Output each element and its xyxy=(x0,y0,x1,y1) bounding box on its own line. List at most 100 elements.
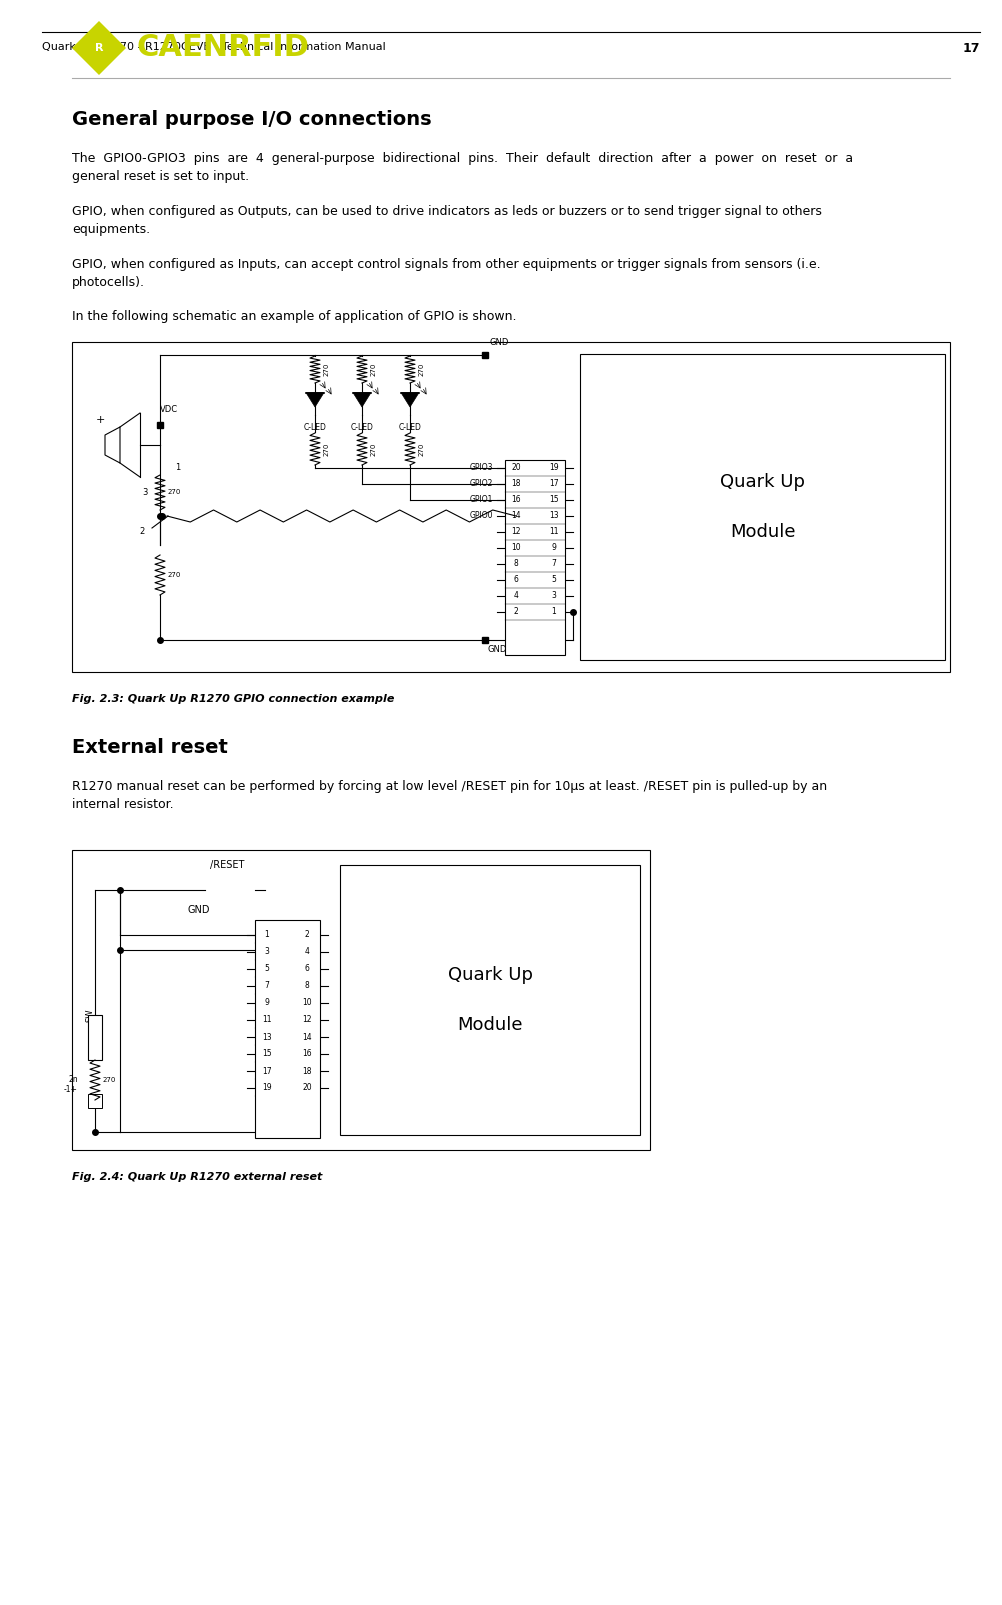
Text: 11: 11 xyxy=(549,528,559,536)
Text: photocells).: photocells). xyxy=(72,276,145,289)
Text: Fig. 2.3: Quark Up R1270 GPIO connection example: Fig. 2.3: Quark Up R1270 GPIO connection… xyxy=(72,693,395,705)
Text: 7: 7 xyxy=(265,982,270,990)
Text: 1: 1 xyxy=(552,608,556,616)
Text: 12: 12 xyxy=(303,1016,312,1024)
Text: 3: 3 xyxy=(142,488,148,498)
Text: 3: 3 xyxy=(265,947,270,957)
Text: GPIO, when configured as Outputs, can be used to drive indicators as leds or buz: GPIO, when configured as Outputs, can be… xyxy=(72,205,822,218)
Text: CAENRFID: CAENRFID xyxy=(137,34,310,63)
Text: Quark Up: Quark Up xyxy=(448,966,532,984)
Text: 19: 19 xyxy=(263,1083,272,1093)
Text: 18: 18 xyxy=(511,480,521,488)
Text: +: + xyxy=(95,416,104,425)
Text: 16: 16 xyxy=(511,496,521,504)
Text: C-LED: C-LED xyxy=(399,424,422,432)
Text: 17: 17 xyxy=(263,1066,272,1075)
Text: internal resistor.: internal resistor. xyxy=(72,798,173,811)
Text: Module: Module xyxy=(729,523,796,541)
Text: 8: 8 xyxy=(514,560,518,568)
Text: 18: 18 xyxy=(303,1066,312,1075)
Text: 270: 270 xyxy=(168,490,181,496)
Text: 270: 270 xyxy=(419,363,425,376)
Text: GPIO, when configured as Inputs, can accept control signals from other equipment: GPIO, when configured as Inputs, can acc… xyxy=(72,258,821,271)
Text: 2: 2 xyxy=(139,526,145,536)
Text: VDC: VDC xyxy=(160,406,178,414)
Text: C-LED: C-LED xyxy=(351,424,374,432)
Text: 15: 15 xyxy=(549,496,559,504)
Text: 5: 5 xyxy=(551,576,556,584)
Bar xyxy=(72,851,650,1151)
Bar xyxy=(88,1095,102,1107)
Text: 8: 8 xyxy=(305,982,310,990)
Text: 13: 13 xyxy=(549,512,559,520)
Text: 6: 6 xyxy=(514,576,518,584)
Text: 6: 6 xyxy=(305,965,310,974)
Polygon shape xyxy=(306,393,324,408)
Text: SW: SW xyxy=(85,1008,94,1022)
Text: 14: 14 xyxy=(303,1032,312,1042)
Text: 17: 17 xyxy=(549,480,559,488)
Text: 1: 1 xyxy=(265,931,270,939)
Text: Quark Up: Quark Up xyxy=(720,473,805,491)
Bar xyxy=(88,1014,102,1059)
Text: 12: 12 xyxy=(511,528,521,536)
Polygon shape xyxy=(353,393,371,408)
Text: In the following schematic an example of application of GPIO is shown.: In the following schematic an example of… xyxy=(72,310,516,323)
Text: GND: GND xyxy=(490,339,509,347)
Text: equipments.: equipments. xyxy=(72,223,150,236)
Text: R1270 manual reset can be performed by forcing at low level /RESET pin for 10μs : R1270 manual reset can be performed by f… xyxy=(72,780,827,793)
Text: 20: 20 xyxy=(303,1083,312,1093)
Text: Fig. 2.4: Quark Up R1270 external reset: Fig. 2.4: Quark Up R1270 external reset xyxy=(72,1172,323,1181)
Text: 270: 270 xyxy=(371,363,377,376)
Text: /RESET: /RESET xyxy=(210,860,244,870)
Text: 3: 3 xyxy=(551,592,556,600)
Text: 20: 20 xyxy=(511,464,521,472)
Text: 270: 270 xyxy=(103,1077,116,1083)
Text: 270: 270 xyxy=(168,571,181,578)
Text: GND: GND xyxy=(487,645,506,653)
Text: 19: 19 xyxy=(549,464,559,472)
Text: -1+: -1+ xyxy=(64,1085,78,1095)
Text: 270: 270 xyxy=(371,443,377,456)
Text: 270: 270 xyxy=(324,363,330,376)
Text: General purpose I/O connections: General purpose I/O connections xyxy=(72,111,432,128)
Text: 5: 5 xyxy=(265,965,270,974)
Text: 270: 270 xyxy=(324,443,330,456)
Text: 4: 4 xyxy=(514,592,518,600)
Text: 11: 11 xyxy=(263,1016,272,1024)
Text: GPIO1: GPIO1 xyxy=(470,496,493,504)
Text: External reset: External reset xyxy=(72,738,227,758)
Text: Module: Module xyxy=(457,1016,523,1034)
Text: 17: 17 xyxy=(963,42,980,55)
Text: 14: 14 xyxy=(511,512,521,520)
Text: GND: GND xyxy=(188,905,210,915)
Bar xyxy=(505,461,565,655)
Text: 10: 10 xyxy=(303,998,312,1008)
Text: 2: 2 xyxy=(514,608,518,616)
Text: 9: 9 xyxy=(265,998,270,1008)
Text: 10: 10 xyxy=(511,544,521,552)
Text: R: R xyxy=(95,43,103,53)
Polygon shape xyxy=(72,21,126,75)
Text: 9: 9 xyxy=(551,544,556,552)
Bar xyxy=(580,355,945,660)
Text: 13: 13 xyxy=(263,1032,272,1042)
Text: GPIO3: GPIO3 xyxy=(470,464,493,472)
Text: C-LED: C-LED xyxy=(304,424,327,432)
Text: 16: 16 xyxy=(303,1050,312,1059)
Text: Quark Up R1270 - R1270CEVB - Technical Information Manual: Quark Up R1270 - R1270CEVB - Technical I… xyxy=(42,42,386,51)
Text: general reset is set to input.: general reset is set to input. xyxy=(72,170,249,183)
Polygon shape xyxy=(401,393,419,408)
Text: 2n: 2n xyxy=(68,1075,78,1085)
Text: The  GPIO0-GPIO3  pins  are  4  general-purpose  bidirectional  pins.  Their  de: The GPIO0-GPIO3 pins are 4 general-purpo… xyxy=(72,152,853,165)
Text: 15: 15 xyxy=(263,1050,272,1059)
Text: GPIO0: GPIO0 xyxy=(470,512,493,520)
Text: 7: 7 xyxy=(551,560,556,568)
Bar xyxy=(255,920,320,1138)
Text: 1: 1 xyxy=(175,462,180,472)
Text: 2: 2 xyxy=(305,931,310,939)
Bar xyxy=(340,865,640,1135)
Bar xyxy=(72,342,950,672)
Text: 4: 4 xyxy=(305,947,310,957)
Text: GPIO2: GPIO2 xyxy=(470,480,493,488)
